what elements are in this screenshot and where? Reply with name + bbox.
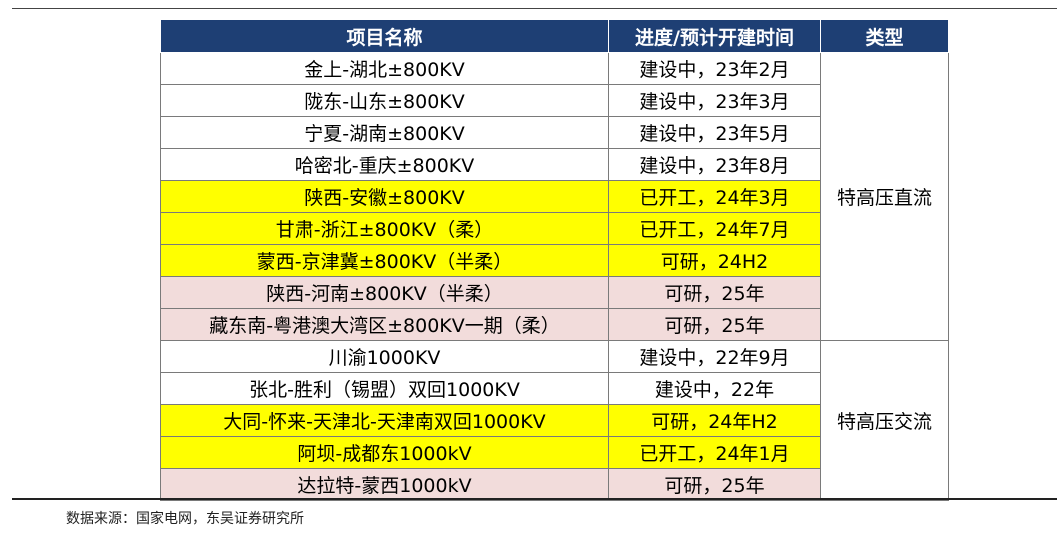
project-name-cell: 蒙西-京津冀±800KV（半柔）	[160, 244, 609, 277]
top-rule	[12, 8, 1057, 9]
project-table: 项目名称 进度/预计开建时间 类型 金上-湖北±800KV 建设中，23年2月 特高…	[160, 19, 949, 501]
progress-cell: 已开工，24年3月	[608, 180, 821, 213]
project-name-cell: 宁夏-湖南±800KV	[160, 116, 609, 149]
project-name-cell: 达拉特-蒙西1000kV	[160, 468, 609, 501]
progress-cell: 已开工，24年1月	[608, 436, 821, 469]
project-name-cell: 陕西-安徽±800KV	[160, 180, 609, 213]
table-row: 达拉特-蒙西1000kV 可研，25年	[160, 468, 949, 501]
progress-cell: 可研，25年	[608, 308, 821, 341]
progress-cell: 已开工，24年7月	[608, 212, 821, 245]
progress-cell: 建设中，22年9月	[608, 340, 821, 373]
table-row: 陕西-安徽±800KV 已开工，24年3月	[160, 180, 949, 213]
progress-cell: 建设中，23年2月	[608, 52, 821, 85]
table-row: 陇东-山东±800KV 建设中，23年3月	[160, 84, 949, 117]
table-row: 哈密北-重庆±800KV 建设中，23年8月	[160, 148, 949, 181]
project-name-cell: 阿坝-成都东1000kV	[160, 436, 609, 469]
project-name-cell: 金上-湖北±800KV	[160, 52, 609, 85]
progress-cell: 建设中，23年5月	[608, 116, 821, 149]
header-project-name: 项目名称	[160, 19, 609, 53]
project-name-cell: 张北-胜利（锡盟）双回1000KV	[160, 372, 609, 405]
table-row: 藏东南-粤港澳大湾区±800KV一期（柔） 可研，25年	[160, 308, 949, 341]
progress-cell: 可研，24H2	[608, 244, 821, 277]
table-row: 金上-湖北±800KV 建设中，23年2月 特高压直流	[160, 52, 949, 341]
table-row: 蒙西-京津冀±800KV（半柔） 可研，24H2	[160, 244, 949, 277]
progress-cell: 可研，25年	[608, 468, 821, 501]
progress-cell: 建设中，23年3月	[608, 84, 821, 117]
table-row: 甘肃-浙江±800KV（柔） 已开工，24年7月	[160, 212, 949, 245]
header-type: 类型	[820, 19, 949, 53]
progress-cell: 可研，24年H2	[608, 404, 821, 437]
table-header-row: 项目名称 进度/预计开建时间 类型	[160, 19, 949, 53]
source-note: 数据来源：国家电网，东吴证券研究所	[66, 511, 304, 527]
header-progress: 进度/预计开建时间	[608, 19, 821, 53]
bottom-rule	[12, 498, 1057, 500]
progress-cell: 建设中，22年	[608, 372, 821, 405]
table-row: 陕西-河南±800KV（半柔） 可研，25年	[160, 276, 949, 309]
progress-cell: 建设中，23年8月	[608, 148, 821, 181]
progress-cell: 可研，25年	[608, 276, 821, 309]
project-name-cell: 川渝1000KV	[160, 340, 609, 373]
project-name-cell: 大同-怀来-天津北-天津南双回1000KV	[160, 404, 609, 437]
table-row: 大同-怀来-天津北-天津南双回1000KV 可研，24年H2	[160, 404, 949, 437]
table-row: 阿坝-成都东1000kV 已开工，24年1月	[160, 436, 949, 469]
project-name-cell: 藏东南-粤港澳大湾区±800KV一期（柔）	[160, 308, 609, 341]
type-cell: 特高压直流	[820, 52, 949, 341]
project-name-cell: 甘肃-浙江±800KV（柔）	[160, 212, 609, 245]
project-name-cell: 陇东-山东±800KV	[160, 84, 609, 117]
table-row: 川渝1000KV 建设中，22年9月 特高压交流	[160, 340, 949, 501]
project-name-cell: 陕西-河南±800KV（半柔）	[160, 276, 609, 309]
project-name-cell: 哈密北-重庆±800KV	[160, 148, 609, 181]
type-cell: 特高压交流	[820, 340, 949, 501]
